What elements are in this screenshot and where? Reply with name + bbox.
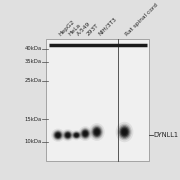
Ellipse shape [57, 134, 59, 136]
Ellipse shape [67, 134, 69, 136]
Text: Rat spinal cord: Rat spinal cord [125, 2, 159, 37]
Ellipse shape [84, 132, 87, 135]
Ellipse shape [78, 126, 92, 141]
Ellipse shape [95, 130, 98, 134]
Ellipse shape [123, 130, 126, 134]
Ellipse shape [75, 134, 78, 136]
Text: DYNLL1: DYNLL1 [154, 132, 179, 138]
Text: HepG2: HepG2 [58, 19, 76, 37]
Ellipse shape [81, 129, 90, 139]
Ellipse shape [56, 133, 60, 137]
Ellipse shape [82, 130, 88, 137]
Ellipse shape [74, 133, 79, 138]
Text: HeLa: HeLa [68, 22, 82, 37]
Text: 25kDa: 25kDa [24, 78, 42, 83]
Ellipse shape [122, 129, 127, 135]
Text: 40kDa: 40kDa [24, 46, 42, 51]
Text: 293T: 293T [85, 23, 99, 37]
Ellipse shape [63, 130, 73, 140]
Ellipse shape [91, 125, 103, 139]
Ellipse shape [64, 131, 72, 140]
Text: 10kDa: 10kDa [24, 139, 42, 144]
Ellipse shape [93, 127, 101, 137]
Ellipse shape [121, 127, 128, 136]
Ellipse shape [89, 123, 105, 141]
Ellipse shape [94, 129, 99, 135]
Ellipse shape [53, 131, 63, 140]
Ellipse shape [66, 133, 70, 137]
Ellipse shape [53, 130, 64, 141]
Ellipse shape [72, 131, 81, 139]
Ellipse shape [93, 128, 100, 136]
Ellipse shape [51, 129, 65, 142]
Text: 15kDa: 15kDa [24, 117, 42, 122]
Text: NIH/3T3: NIH/3T3 [97, 17, 117, 37]
Text: 35kDa: 35kDa [25, 59, 42, 64]
Ellipse shape [75, 134, 78, 137]
Ellipse shape [54, 131, 62, 139]
Ellipse shape [91, 126, 102, 138]
Ellipse shape [80, 128, 91, 140]
Ellipse shape [71, 130, 82, 140]
Ellipse shape [117, 124, 132, 140]
Text: A-549: A-549 [76, 21, 92, 37]
Ellipse shape [73, 132, 80, 138]
Ellipse shape [82, 129, 89, 138]
Ellipse shape [116, 122, 133, 142]
Ellipse shape [62, 129, 74, 141]
Ellipse shape [83, 131, 87, 136]
Ellipse shape [55, 132, 61, 138]
Ellipse shape [64, 132, 71, 139]
Ellipse shape [72, 132, 80, 139]
Ellipse shape [120, 126, 129, 138]
Bar [46, 39, 149, 161]
Ellipse shape [65, 132, 71, 138]
Ellipse shape [118, 125, 131, 139]
